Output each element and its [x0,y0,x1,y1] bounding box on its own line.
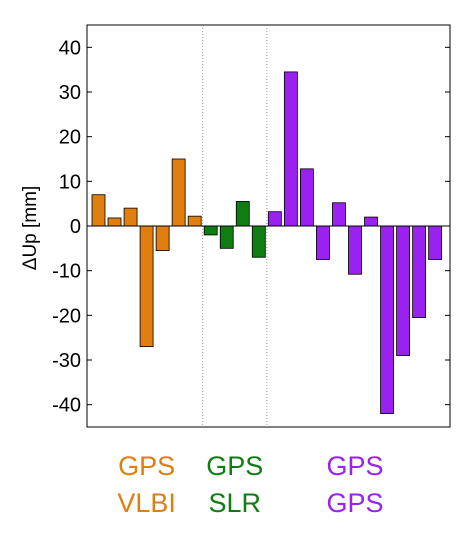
bar-1-3 [123,207,138,227]
group-2-top-label: GPS [206,451,263,481]
bar-1-2 [107,217,122,227]
y-tick-label: -40 [52,395,81,417]
y-tick-label: -10 [52,261,81,283]
group-3-bottom-label: GPS [326,488,383,518]
group-labels: GPS VLBI GPS SLR GPS GPS [117,451,383,518]
bar-2-1 [203,225,218,236]
bar-3-1 [267,211,282,227]
bar-3-7 [364,216,378,227]
y-tick-label: 40 [59,37,81,59]
y-tick-label: 0 [70,216,81,238]
bar-3-11 [428,225,443,260]
bar-1-1 [91,194,106,227]
group-3-top-label: GPS [326,451,383,481]
y-tick-label: -20 [52,305,81,327]
y-axis: 40 30 20 10 0 -10 -20 -30 -40 [52,37,450,417]
bar-3-2 [283,71,298,227]
bar-1-4 [139,225,154,347]
y-axis-label: ΔUp [mm] [20,186,41,270]
bar-3-6 [348,225,362,275]
bar-2-4 [251,225,266,258]
bar-1-6 [171,158,186,227]
bar-3-5 [332,202,346,227]
group-2-bottom-label: SLR [208,488,261,518]
group-1-bottom-label: VLBI [117,488,176,518]
bar-2-3 [235,201,250,227]
bar-1-7 [187,215,202,227]
bars-layer [91,71,443,415]
bar-3-8 [380,225,394,415]
bar-3-4 [316,225,330,260]
group-1-top-label: GPS [118,451,175,481]
bar-1-5 [155,225,170,251]
y-tick-label: 10 [59,171,81,193]
bar-2-2 [219,225,234,249]
bar-3-9 [396,225,410,356]
y-tick-label: -30 [52,350,81,372]
y-tick-label: 20 [59,127,81,149]
y-tick-label: 30 [59,82,81,104]
bar-3-10 [412,225,427,318]
bar-3-3 [299,168,314,227]
